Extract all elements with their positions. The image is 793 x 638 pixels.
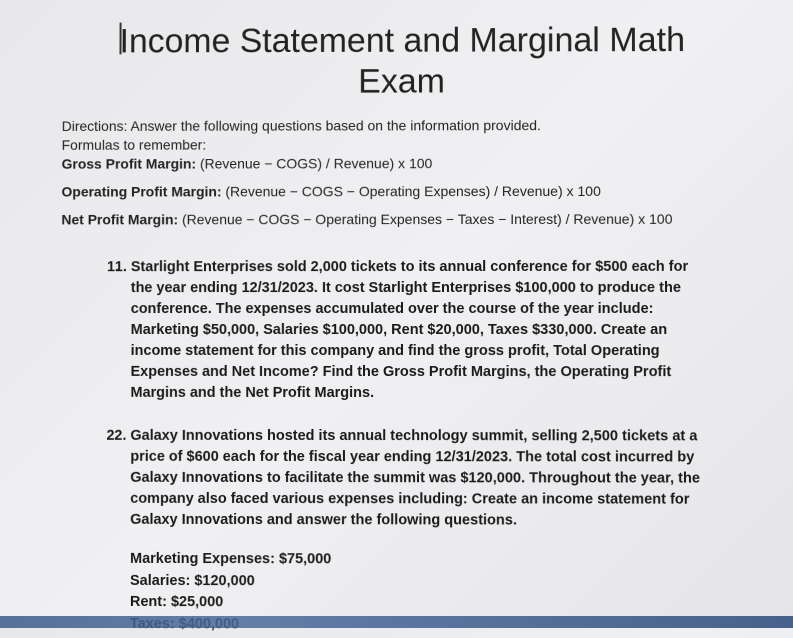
formula-operating-profit: Operating Profit Margin: (Revenue − COGS…: [61, 182, 743, 199]
formula-net-profit: Net Profit Margin: (Revenue − COGS − Ope…: [61, 210, 743, 227]
expense-salaries: Salaries: $120,000: [130, 570, 714, 593]
title-line-2: Exam: [358, 62, 445, 100]
directions-text: Directions: Answer the following questio…: [62, 116, 744, 133]
expense-rent: Rent: $25,000: [130, 592, 715, 615]
question-2: 2. Galaxy Innovations hosted its annual …: [130, 426, 715, 638]
formula-1-text: (Revenue − COGS) / Revenue) x 100: [196, 155, 432, 171]
formula-3-label: Net Profit Margin:: [61, 211, 178, 227]
question-2-number: 2.: [106, 426, 118, 447]
title-line-1: Income Statement and Marginal Math: [119, 21, 685, 60]
formula-2-text: (Revenue − COGS − Operating Expenses) / …: [222, 183, 601, 199]
expense-marketing: Marketing Expenses: $75,000: [130, 549, 714, 572]
question-1: 1. Starlight Enterprises sold 2,000 tick…: [130, 256, 714, 403]
question-1-text: Starlight Enterprises sold 2,000 tickets…: [130, 258, 688, 400]
formula-3-text: (Revenue − COGS − Operating Expenses − T…: [178, 210, 672, 226]
formula-gross-profit: Gross Profit Margin: (Revenue − COGS) / …: [62, 154, 744, 171]
document-page: Income Statement and Marginal Math Exam …: [60, 20, 745, 638]
bottom-border: [0, 616, 793, 628]
formulas-label: Formulas to remember:: [62, 135, 744, 152]
question-2-text: Galaxy Innovations hosted its annual tec…: [130, 428, 700, 529]
questions-list: 1. Starlight Enterprises sold 2,000 tick…: [60, 256, 745, 637]
formula-2-label: Operating Profit Margin:: [61, 183, 221, 199]
exam-title: Income Statement and Marginal Math Exam: [62, 20, 744, 103]
question-1-number: 1.: [107, 257, 119, 278]
formula-1-label: Gross Profit Margin:: [62, 155, 197, 171]
